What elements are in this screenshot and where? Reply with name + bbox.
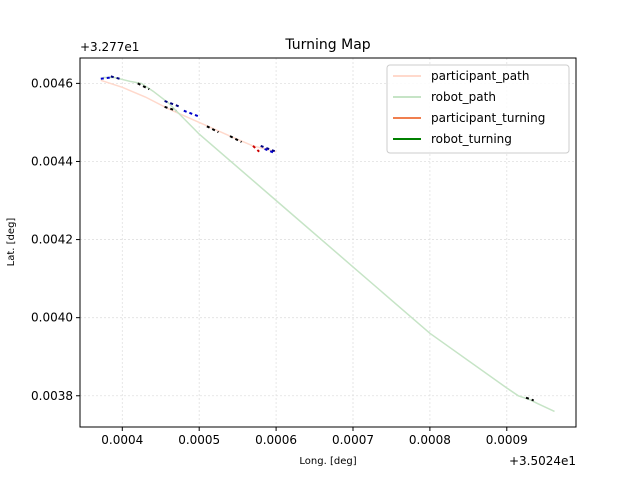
turning-segment bbox=[525, 396, 535, 402]
legend-label: participant_turning bbox=[431, 111, 545, 125]
y-tick-label: 0.0040 bbox=[31, 311, 73, 325]
legend-label: robot_path bbox=[431, 90, 496, 104]
x-tick-label: 0.0004 bbox=[101, 433, 143, 447]
axes-frame bbox=[79, 57, 577, 428]
y-axis-label: Lat. [deg] bbox=[6, 218, 17, 267]
plot-area bbox=[100, 75, 555, 413]
x-tick-label: 0.0008 bbox=[409, 433, 451, 447]
turning-segment bbox=[252, 145, 260, 153]
series-line-0 bbox=[100, 79, 277, 153]
turning-segment bbox=[137, 82, 150, 91]
chart-title: Turning Map bbox=[284, 37, 370, 53]
turning-segment bbox=[164, 100, 181, 108]
axis-ticks: 0.0004 0.0005 0.0006 0.0007 0.0008 0.0009 0.00… bbox=[31, 76, 528, 447]
x-offset-label: +3.5024e1 bbox=[509, 454, 576, 468]
turning-segment bbox=[229, 135, 242, 143]
turning-segment bbox=[164, 105, 177, 112]
legend-box bbox=[386, 64, 570, 154]
y-tick-label: 0.0042 bbox=[31, 233, 73, 247]
y-offset-label: +3.277e1 bbox=[80, 40, 139, 54]
x-tick-label: 0.0006 bbox=[255, 433, 297, 447]
x-tick-label: 0.0005 bbox=[178, 433, 220, 447]
x-axis-label: Long. [deg] bbox=[299, 456, 356, 467]
turning-segment bbox=[260, 144, 277, 153]
turning-segment bbox=[264, 148, 275, 154]
y-tick-label: 0.0038 bbox=[31, 389, 73, 403]
x-tick-label: 0.0007 bbox=[332, 433, 374, 447]
turning-segment bbox=[183, 109, 200, 118]
legend-label: participant_path bbox=[431, 69, 529, 83]
turning-segment bbox=[110, 75, 123, 81]
x-tick-label: 0.0009 bbox=[486, 433, 528, 447]
y-tick-label: 0.0046 bbox=[31, 76, 73, 90]
turning-segment bbox=[100, 76, 111, 80]
legend: participant_path robot_path participant_tu… bbox=[386, 64, 570, 154]
y-tick-label: 0.0044 bbox=[31, 154, 73, 168]
turning-segment bbox=[206, 125, 219, 134]
legend-label: robot_turning bbox=[431, 132, 512, 146]
